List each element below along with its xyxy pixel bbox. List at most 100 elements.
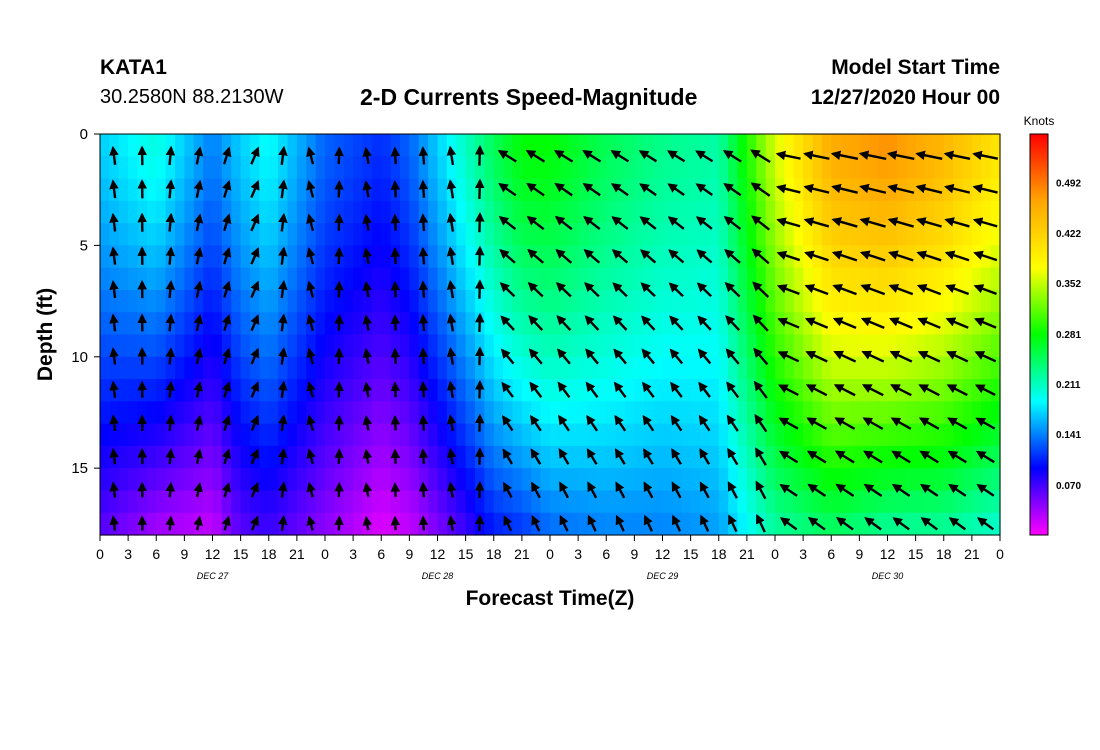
heatmap-cell — [568, 334, 579, 358]
heatmap-cell — [746, 134, 757, 157]
current-vector-arrow — [530, 414, 542, 432]
heatmap-cell — [268, 134, 279, 157]
heatmap-cell — [812, 223, 823, 246]
heatmap-cell — [653, 401, 664, 425]
heatmap-cell — [690, 267, 701, 291]
heatmap-cell — [596, 134, 607, 157]
heatmap-cell — [287, 134, 298, 157]
current-vector-arrow — [918, 384, 940, 397]
current-vector-arrow — [500, 348, 515, 365]
current-vector-arrow — [222, 180, 232, 198]
heatmap-cell — [428, 156, 439, 180]
current-vector-arrow — [193, 414, 204, 431]
heatmap-cell — [850, 312, 860, 336]
heatmap-cell — [165, 223, 176, 246]
heatmap-cell — [531, 356, 542, 380]
heatmap-cell — [109, 289, 120, 313]
heatmap-cell — [700, 134, 710, 157]
heatmap-cell — [484, 312, 495, 336]
heatmap-cell — [381, 334, 392, 358]
current-vector-arrow — [700, 514, 710, 532]
heatmap-cell — [156, 423, 167, 447]
heatmap-cell — [962, 312, 973, 336]
current-vector-arrow — [723, 183, 742, 197]
colorbar-gradient — [1029, 133, 1049, 536]
heatmap-cell — [118, 289, 129, 313]
heatmap-cell — [409, 312, 420, 336]
current-vector-arrow — [972, 217, 998, 228]
heatmap-cell — [540, 379, 551, 402]
heatmap-cell — [512, 200, 523, 224]
heatmap-cell — [475, 334, 485, 358]
heatmap-cell — [193, 490, 204, 514]
heatmap-cell — [737, 289, 748, 313]
heatmap-cell — [287, 445, 298, 469]
heatmap-cell — [662, 156, 673, 180]
heatmap-cell — [662, 134, 673, 157]
heatmap-cell — [371, 312, 382, 336]
heatmap-cell — [765, 223, 776, 246]
heatmap-cell — [550, 156, 560, 180]
current-vector-arrow — [306, 180, 316, 198]
heatmap-cell — [409, 267, 420, 291]
heatmap-cell — [859, 356, 870, 380]
heatmap-cell — [343, 490, 354, 514]
heatmap-cell — [878, 468, 889, 492]
current-vector-arrow — [890, 384, 912, 397]
model-start-value: 12/27/2020 Hour 00 — [810, 86, 1000, 109]
heatmap-cell — [803, 512, 814, 536]
heatmap-cell — [503, 223, 514, 246]
heatmap-cell — [325, 289, 335, 313]
heatmap-cell — [578, 401, 589, 425]
heatmap-cell — [568, 156, 579, 180]
heatmap-cell — [100, 468, 110, 492]
heatmap-cell — [634, 134, 645, 157]
heatmap-cell — [596, 312, 607, 336]
heatmap-cell — [371, 468, 382, 492]
heatmap-cell — [821, 156, 832, 180]
heatmap-cell — [390, 156, 401, 180]
heatmap-cell — [812, 267, 823, 291]
heatmap-cell — [765, 178, 776, 202]
colorbar-tick-label: 0.281 — [1056, 330, 1081, 341]
heatmap-cell — [775, 490, 785, 514]
heatmap-cell — [653, 445, 664, 469]
current-vector-arrow — [165, 212, 176, 232]
current-vector-arrow — [390, 314, 401, 331]
heatmap-cell — [803, 289, 814, 313]
heatmap-cell — [362, 423, 373, 447]
heatmap-cell — [221, 468, 232, 492]
heatmap-cell — [737, 245, 748, 269]
heatmap-cell — [353, 468, 364, 492]
heatmap-cell — [634, 356, 645, 380]
heatmap-cell — [887, 356, 898, 380]
current-vector-arrow — [861, 384, 884, 397]
heatmap-cell — [821, 312, 832, 336]
current-vector-arrow — [859, 250, 886, 262]
current-vector-arrow — [725, 315, 741, 332]
current-vector-arrow — [555, 282, 572, 298]
heatmap-cell — [671, 490, 682, 514]
current-vector-arrow — [779, 483, 798, 497]
current-vector-arrow — [695, 216, 713, 230]
x-tick-label: 9 — [180, 546, 188, 562]
heatmap-cell — [709, 200, 720, 224]
heatmap-cell — [484, 223, 495, 246]
heatmap-cell — [662, 512, 673, 536]
current-vector-arrow — [891, 450, 911, 464]
heatmap-cell — [915, 356, 926, 380]
heatmap-cell — [212, 356, 223, 380]
heatmap-cell — [662, 490, 673, 514]
heatmap-cell — [521, 401, 532, 425]
heatmap-cell — [475, 289, 485, 313]
heatmap-cell — [203, 245, 214, 269]
heatmap-cell — [418, 334, 429, 358]
heatmap-cell — [756, 468, 767, 492]
heatmap-cell — [371, 356, 382, 380]
heatmap-cell — [315, 223, 326, 246]
heatmap-cell — [925, 468, 935, 492]
heatmap-cell — [887, 312, 898, 336]
heatmap-cell — [259, 178, 270, 202]
current-vector-arrow — [804, 317, 829, 329]
heatmap-cell — [850, 401, 860, 425]
